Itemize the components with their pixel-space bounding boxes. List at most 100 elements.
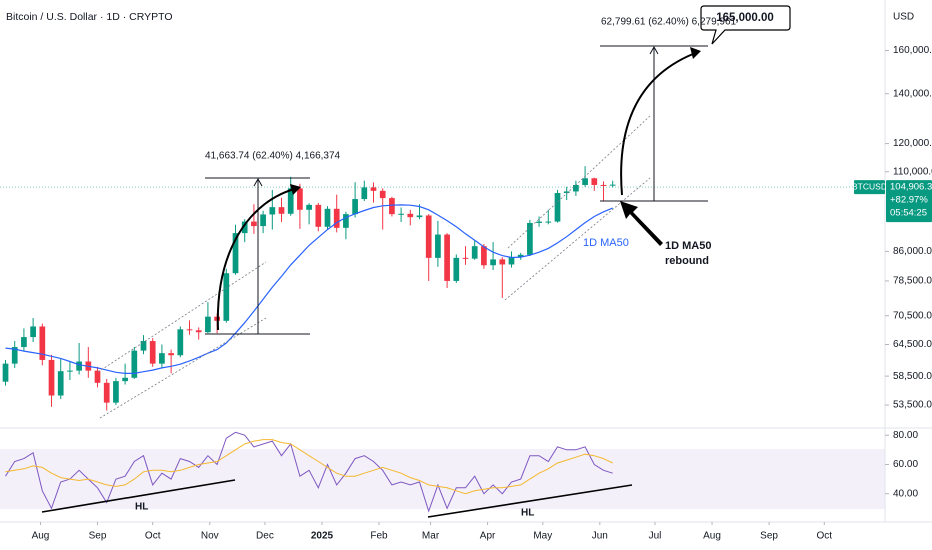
- moving-average: [5, 204, 613, 374]
- y-tick-label: 58,500.00: [893, 371, 932, 382]
- y-tick-label: 80.00: [893, 430, 918, 441]
- y-tick-label: 60.00: [893, 459, 918, 470]
- target-label: 165,000.00: [716, 12, 774, 24]
- candle-body: [490, 259, 496, 266]
- candle-body: [609, 184, 616, 186]
- candle-body: [11, 347, 18, 364]
- price-tag: [886, 180, 932, 223]
- candle-body: [444, 234, 450, 281]
- projection-arrow: [620, 51, 699, 196]
- x-tick-label: Sep: [89, 531, 107, 542]
- candle-body: [527, 222, 533, 255]
- x-tick-label: Jul: [649, 531, 662, 542]
- candle-body: [471, 246, 478, 259]
- note-label: 1D MA50: [665, 240, 711, 252]
- candle-body: [223, 273, 230, 321]
- candle-body: [352, 199, 358, 215]
- x-tick-label: Mar: [422, 531, 440, 542]
- x-tick-label: Aug: [32, 531, 50, 542]
- y-tick-label: 70,500.00: [893, 310, 932, 321]
- candle-body: [149, 341, 156, 364]
- x-tick-label: Nov: [201, 531, 219, 542]
- note-label: rebound: [665, 255, 709, 267]
- x-tick-label: Oct: [145, 531, 161, 542]
- x-tick-label: Feb: [370, 531, 388, 542]
- candle-body: [462, 257, 469, 259]
- candle-body: [389, 198, 395, 215]
- drawings: [41, 5, 791, 518]
- candle-body: [324, 208, 331, 227]
- candle-body: [131, 350, 138, 378]
- candle-body: [481, 246, 487, 266]
- y-tick-label: 86,000.00: [893, 246, 932, 257]
- channel-line: [507, 115, 651, 249]
- projection-arrowhead: [290, 184, 301, 195]
- candle-body: [573, 184, 579, 192]
- last-change-label: +82.97%: [890, 195, 928, 206]
- candle-body: [499, 259, 506, 265]
- candle-body: [343, 214, 349, 228]
- ma-label: 1D MA50: [583, 237, 629, 249]
- candle-body: [361, 187, 368, 200]
- candle-body: [425, 215, 432, 258]
- x-tick-label: Oct: [817, 531, 833, 542]
- symbol-tag: [854, 180, 885, 195]
- y-tick-label: 160,000.00: [893, 45, 932, 56]
- marks: [0, 49, 889, 525]
- candle-body: [94, 370, 101, 383]
- y-tick-label: 64,500.00: [893, 339, 932, 350]
- candle-body: [370, 187, 377, 191]
- candle-body: [508, 257, 515, 265]
- candle-body: [407, 213, 414, 218]
- measure-arrowhead: [253, 177, 263, 187]
- symbol-label: BTCUSD: [852, 181, 887, 191]
- x-tick-label: Jun: [592, 531, 608, 542]
- rsi-note: HL: [135, 502, 148, 513]
- candle-body: [545, 221, 552, 223]
- projection-arrowhead: [690, 47, 701, 59]
- channel-line: [99, 317, 267, 419]
- rsi-trendline: [41, 479, 236, 513]
- candle-body: [67, 370, 73, 372]
- candle-body: [168, 353, 174, 356]
- candle-body: [57, 371, 64, 396]
- candle-body: [76, 361, 82, 371]
- candle-body: [297, 188, 303, 210]
- candle-body: [260, 214, 266, 227]
- y-tick-label: 110,000.00: [893, 166, 932, 177]
- candle-body: [30, 326, 36, 338]
- candle-body: [140, 341, 147, 351]
- candle-body: [122, 377, 128, 382]
- x-tick-label: 2025: [311, 531, 334, 542]
- candle-body: [315, 204, 322, 227]
- candle-body: [600, 184, 607, 186]
- rsi-trendline: [427, 484, 633, 518]
- candle-body: [554, 193, 561, 222]
- candle-body: [232, 233, 239, 274]
- candle-body: [2, 363, 9, 382]
- candle-body: [517, 254, 524, 258]
- channel-line: [504, 177, 651, 301]
- x-tick-label: Aug: [703, 531, 721, 542]
- candle-body: [186, 329, 193, 331]
- rsi-line: [5, 431, 613, 513]
- measure-label: 62,799.61 (62.40%) 6,279,961: [601, 17, 737, 28]
- candle-body: [333, 208, 340, 228]
- candle-body: [398, 213, 404, 215]
- candle-body: [205, 316, 211, 333]
- candle-body: [269, 207, 276, 215]
- last-price-label: 104,906.31: [890, 182, 932, 193]
- candle-body: [195, 330, 202, 333]
- candle-body: [435, 234, 441, 258]
- candle-body: [113, 381, 119, 403]
- x-tick-label: Sep: [760, 531, 778, 542]
- rsi-note: HL: [521, 508, 534, 519]
- candle-body: [48, 359, 55, 396]
- candle-body: [591, 178, 598, 185]
- measure-arrowhead: [649, 45, 659, 55]
- candle-body: [39, 326, 46, 360]
- candle-body: [582, 178, 588, 185]
